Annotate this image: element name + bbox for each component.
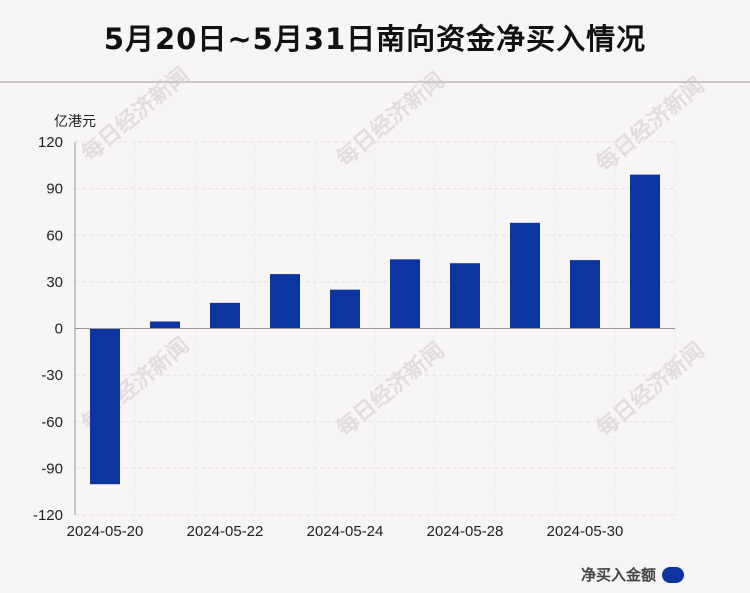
y-tick-label: -120	[33, 507, 63, 524]
bar-2024-05-30	[570, 260, 600, 329]
y-tick-label: 120	[38, 134, 63, 151]
bar-2024-05-20	[90, 328, 120, 485]
y-tick-labels: 120 90 60 30 0 -30 -60 -90 -120	[33, 134, 63, 524]
bar-2024-05-21	[150, 321, 180, 329]
bar-2024-05-31	[630, 174, 660, 329]
bar-2024-05-24	[330, 289, 360, 329]
legend-label: 净买入金额	[580, 566, 656, 584]
y-tick-label: -90	[41, 460, 63, 477]
x-tick-labels: 2024-05-20 2024-05-22 2024-05-24 2024-05-28…	[67, 523, 624, 540]
y-tick-label: -30	[41, 367, 63, 384]
x-tick-label: 2024-05-30	[547, 523, 624, 540]
y-axis-unit-label: 亿港元	[54, 114, 96, 130]
x-tick-label: 2024-05-22	[187, 523, 264, 540]
x-tick-label: 2024-05-24	[307, 523, 384, 540]
y-tick-label: 0	[55, 321, 63, 338]
y-tick-label: -60	[41, 414, 63, 431]
watermark-text: 每日经济新闻	[77, 62, 195, 167]
bar-2024-05-29	[510, 222, 540, 329]
y-tick-label: 90	[46, 181, 63, 198]
axes	[74, 142, 675, 515]
bar-2024-05-28	[450, 263, 480, 329]
legend: 净买入金额	[581, 564, 684, 585]
watermark-text: 每日经济新闻	[592, 337, 710, 442]
legend-swatch	[662, 566, 684, 583]
x-tick-label: 2024-05-20	[67, 523, 144, 540]
watermark-text: 每日经济新闻	[332, 67, 450, 172]
bars	[90, 174, 660, 485]
bar-2024-05-22	[210, 302, 240, 329]
title-divider	[0, 81, 750, 83]
x-tick-label: 2024-05-28	[427, 523, 504, 540]
watermark-text: 每日经济新闻	[332, 337, 450, 442]
chart-title: 5月20日~5月31日南向资金净买入情况	[103, 22, 647, 56]
y-tick-label: 60	[46, 227, 63, 244]
bar-2024-05-27	[390, 259, 420, 329]
bar-2024-05-23	[270, 274, 300, 329]
y-tick-label: 30	[46, 274, 63, 291]
watermark-text: 每日经济新闻	[592, 72, 710, 177]
